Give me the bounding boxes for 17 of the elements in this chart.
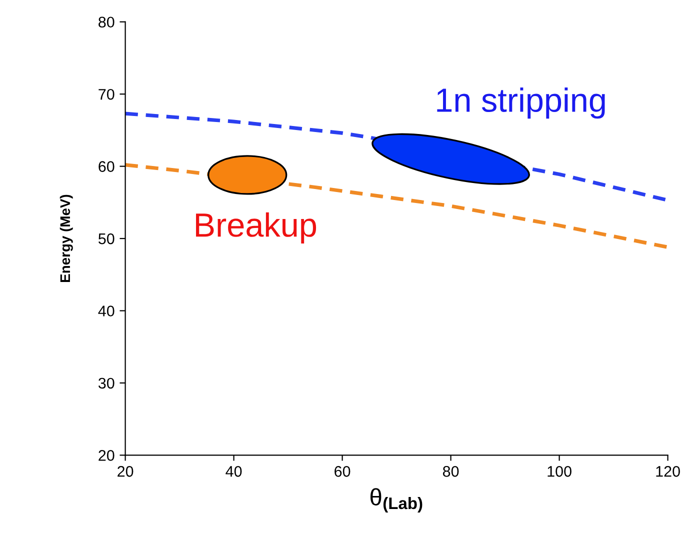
y-tick-label: 50 xyxy=(98,233,114,244)
y-tick-label: 20 xyxy=(98,450,114,461)
x-tick-label: 20 xyxy=(118,466,134,477)
x-tick-label: 80 xyxy=(442,466,459,477)
x-tick-label: 100 xyxy=(548,466,572,477)
x-tick-label: 120 xyxy=(656,466,680,477)
y-tick-label: 70 xyxy=(98,88,114,100)
y-tick-label: 60 xyxy=(98,161,114,172)
x-axis-title: θ$_{(Lab)}$ xyxy=(370,488,422,512)
y-tick-label: 40 xyxy=(98,306,114,316)
annotation: 1n stripping xyxy=(437,88,605,119)
x-tick-label: 60 xyxy=(334,466,350,477)
y-tick-label: 30 xyxy=(98,378,114,389)
annotation: Breakup xyxy=(196,212,316,244)
y-axis-title: Energy (MeV) xyxy=(60,194,73,282)
y-tick-label: 80 xyxy=(98,16,114,28)
x-tick-label: 40 xyxy=(226,466,242,477)
